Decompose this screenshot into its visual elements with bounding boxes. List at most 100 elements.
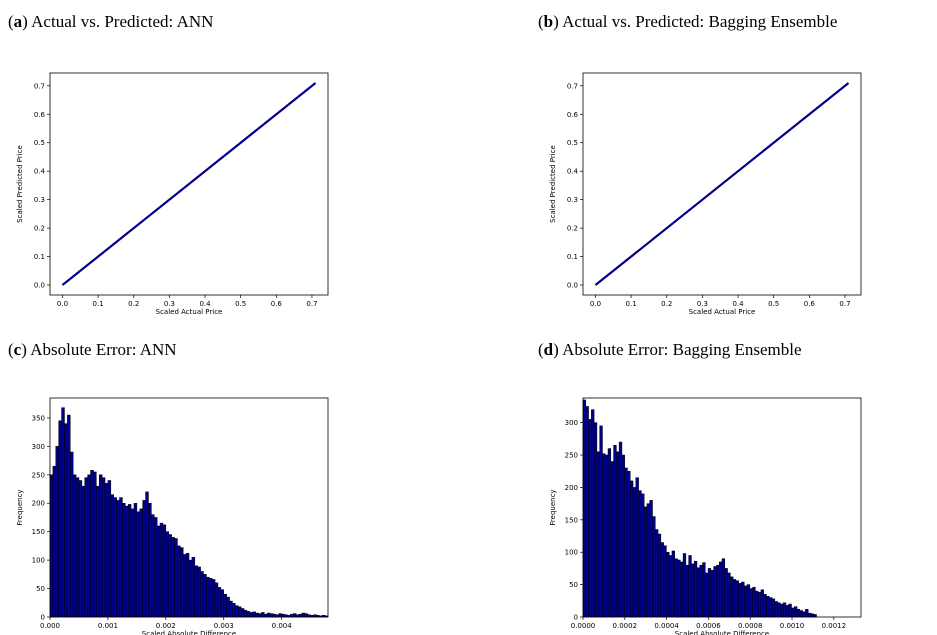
chart-c-bar (266, 612, 271, 618)
chart-c-bar (290, 613, 294, 618)
chart-c-bar (90, 469, 94, 618)
chart-d-bar (613, 445, 617, 618)
chart-c-bar (185, 553, 190, 618)
chart-d-bar (666, 551, 670, 618)
chart-c-ytick-label: 150 (32, 528, 45, 536)
chart-c-bar (165, 531, 169, 618)
chart-d-bar (624, 467, 628, 618)
chart-d-bar (796, 608, 801, 618)
chart-d-bar (627, 470, 631, 618)
chart-c-xlabel: Scaled Absolute Difference (142, 630, 236, 635)
chart-c-bar (252, 611, 256, 618)
chart-c-bar (223, 594, 227, 618)
chart-c-bar (258, 613, 262, 618)
chart-d-ytick-label: 200 (565, 484, 578, 492)
chart-c-bar (75, 477, 80, 618)
chart-c-bar (110, 494, 114, 618)
chart-c-ytick-label: 100 (32, 557, 45, 565)
chart-c-bar (78, 480, 83, 618)
chart-b-xtick-label: 0.1 (626, 300, 637, 308)
chart-d-bar (807, 612, 812, 618)
chart-d-bar (638, 490, 642, 618)
chart-c-ytick-label: 250 (32, 471, 45, 479)
chart-d-bar (721, 558, 726, 618)
chart-d-bar (674, 558, 678, 618)
chart-c-bar (58, 420, 62, 618)
chart-c-bar (64, 423, 68, 618)
chart-d-bar (763, 594, 767, 618)
chart-a-axes-frame (49, 72, 329, 296)
chart-d-bar (749, 588, 753, 618)
chart-c-xtick-label: 0.000 (40, 622, 60, 630)
chart-c-bar (304, 613, 308, 618)
chart-d-ytick-label: 300 (565, 419, 578, 427)
chart-d-bar (585, 406, 589, 618)
chart-d-bar (649, 500, 653, 618)
chart-c-bar (211, 579, 216, 618)
caption-a: (a) Actual vs. Predicted: ANN (8, 12, 214, 31)
chart-c-bar (235, 605, 239, 618)
chart-d-bar (805, 608, 809, 618)
chart-d-bar (599, 425, 603, 618)
chart-c-bar (122, 502, 126, 618)
chart-d-bar (593, 422, 598, 618)
chart-d-bar (746, 584, 751, 618)
chart-d-ytick-label: 250 (565, 452, 578, 460)
chart-c-bar (98, 474, 103, 618)
chart-d-bar (735, 580, 739, 618)
chart-c-bar (156, 525, 161, 618)
chart-a-xtick-label: 0.6 (271, 300, 283, 308)
chart-c-bar (281, 613, 285, 618)
chart-d-bar (752, 586, 756, 618)
chart-d-bar (705, 572, 709, 618)
chart-b-ytick-label: 0.7 (567, 82, 578, 90)
chart-c-xtick-label: 0.003 (214, 622, 234, 630)
chart-d-bar (730, 576, 734, 618)
chart-c-xtick-label: 0.004 (272, 622, 293, 630)
chart-d-bar (732, 579, 737, 618)
chart-d-bar (668, 555, 673, 618)
chart-c-ytick-label: 50 (36, 585, 45, 593)
chart-c-bar (206, 576, 210, 618)
chart-d-bar (791, 607, 795, 618)
chart-b-xlabel: Scaled Actual Price (689, 308, 756, 316)
chart-a-ytick-label: 0.6 (34, 111, 46, 119)
chart-c-bar (217, 587, 222, 618)
chart-d-bar (693, 561, 698, 618)
chart-c-bar (61, 407, 65, 618)
chart-c-bar (127, 504, 132, 618)
chart-a-xtick-label: 0.2 (128, 300, 139, 308)
chart-b-xtick-label: 0.7 (839, 300, 850, 308)
chart-c-ytick-label: 200 (32, 500, 45, 508)
chart-c-bar (81, 485, 85, 618)
chart-d-xtick-label: 0.0008 (738, 622, 763, 630)
chart-c-bar (246, 611, 251, 618)
chart-c-bar (261, 612, 265, 618)
chart-c-axes-frame (49, 397, 329, 618)
chart-d-bar (663, 545, 667, 618)
chart-b-ytick-label: 0.4 (567, 168, 579, 176)
chart-c-bar (191, 557, 196, 618)
chart-c-bar (113, 497, 117, 618)
chart-d-bar (643, 506, 648, 618)
chart-b-ytick-label: 0.2 (567, 225, 578, 233)
chart-c-ytick-label: 300 (32, 443, 45, 451)
chart-a-ytick-label: 0.3 (34, 196, 45, 204)
chart-a-xlabel: Scaled Actual Price (156, 308, 223, 316)
chart-d-bar (713, 566, 717, 618)
chart-d-bar (810, 613, 814, 618)
chart-c-bar (136, 511, 141, 618)
chart-c-bar (133, 502, 138, 618)
chart-d-xtick-label: 0.0002 (613, 622, 638, 630)
chart-d-bar (788, 603, 792, 618)
chart-d-bar (685, 564, 689, 618)
chart-d-bar (710, 570, 714, 618)
chart-c-bar (200, 571, 204, 618)
chart-c-bar (232, 603, 236, 618)
chart-d-bar (777, 602, 781, 618)
chart-b-xtick-label: 0.0 (590, 300, 601, 308)
chart-c-bar (119, 497, 123, 618)
chart-a-xtick-label: 0.7 (306, 300, 317, 308)
chart-c-ytick-label: 0 (41, 614, 45, 622)
caption-c: (c) Absolute Error: ANN (8, 340, 177, 359)
